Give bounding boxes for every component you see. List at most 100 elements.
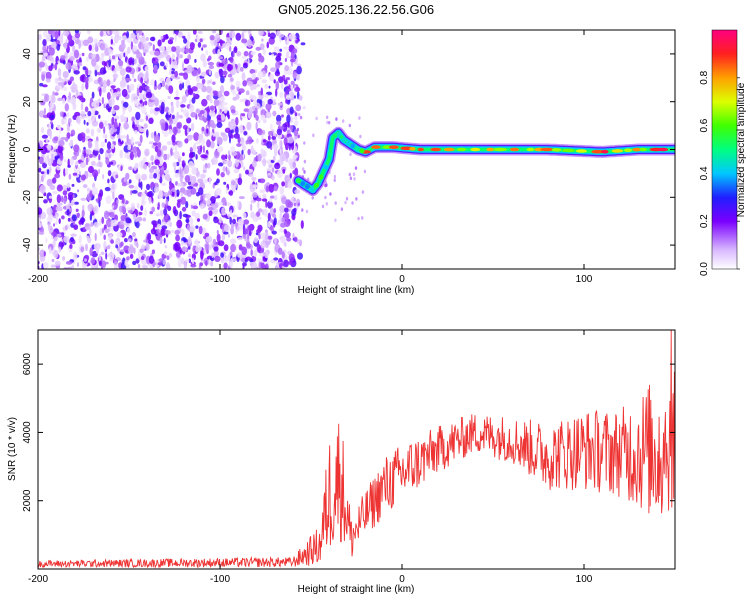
heatmap-noise-point	[56, 165, 61, 171]
heatmap-noise-point	[101, 87, 107, 93]
heatmap-noise-point	[85, 67, 89, 76]
heatmap-noise-point	[361, 216, 364, 220]
heatmap-noise-point	[141, 105, 147, 114]
heatmap-noise-point	[38, 156, 41, 160]
heatmap-noise-point	[273, 208, 277, 214]
colorbar	[712, 30, 737, 269]
heatmap-noise-point	[74, 32, 81, 39]
heatmap-noise-point	[51, 153, 54, 163]
heatmap-noise-point	[102, 80, 108, 89]
heatmap-noise-point	[40, 146, 48, 155]
heatmap-noise-point	[144, 100, 148, 106]
heatmap-noise-point	[286, 50, 290, 59]
heatmap-noise-point	[104, 62, 107, 67]
heatmap-noise-point	[143, 123, 148, 129]
heatmap-noise-point	[229, 56, 234, 63]
heatmap-noise-point	[121, 39, 125, 45]
heatmap-noise-point	[49, 101, 55, 109]
heatmap-noise-point	[148, 255, 154, 264]
heatmap-signal-peak	[624, 148, 632, 152]
heatmap-noise-point	[125, 66, 132, 73]
heatmap-noise-point	[220, 113, 225, 121]
heatmap-noise-point	[340, 207, 344, 211]
heatmap-noise-point	[247, 148, 251, 156]
heatmap-noise-point	[294, 120, 299, 127]
heatmap-noise-point	[92, 169, 99, 178]
heatmap-noise-point	[101, 260, 106, 269]
heatmap-noise-point	[195, 245, 199, 253]
heatmap-signal-band	[292, 126, 675, 197]
heatmap-noise-point	[79, 217, 86, 223]
heatmap-noise-point	[198, 187, 204, 196]
heatmap-noise-point	[303, 159, 307, 164]
heatmap-noise-point	[52, 210, 56, 217]
heatmap-noise-point	[247, 232, 250, 241]
heatmap-noise-point	[51, 95, 56, 104]
heatmap-noise-point	[147, 240, 154, 245]
heatmap-noise-point	[194, 238, 200, 247]
heatmap-noise-point	[138, 72, 144, 78]
heatmap-noise-point	[174, 243, 179, 252]
heatmap-noise-point	[70, 233, 77, 237]
heatmap-noise-point	[213, 99, 220, 107]
heatmap-noise-point	[100, 164, 103, 168]
heatmap-noise-point	[217, 48, 221, 58]
heatmap-noise-point	[202, 213, 208, 220]
heatmap-noise-point	[54, 62, 58, 71]
heatmap-noise-point	[208, 65, 215, 70]
heatmap-noise-point	[243, 50, 249, 57]
heatmap-noise-point	[57, 144, 63, 154]
heatmap-noise-point	[208, 210, 213, 217]
heatmap-noise-point	[261, 38, 264, 42]
heatmap-noise-point	[40, 211, 47, 220]
heatmap-noise-point	[243, 108, 250, 113]
heatmap-noise-point	[98, 40, 105, 44]
heatmap-noise-point	[243, 219, 250, 225]
heatmap-noise-point	[200, 154, 207, 159]
heatmap-noise-point	[262, 49, 267, 55]
heatmap-noise-point	[348, 123, 351, 128]
bottom-y-tick-label: 6000	[22, 353, 33, 376]
heatmap-noise-point	[276, 30, 281, 37]
heatmap-noise-point	[208, 258, 211, 266]
heatmap-noise-point	[272, 110, 277, 117]
heatmap-noise-point	[224, 160, 229, 165]
heatmap-noise-point	[161, 80, 166, 88]
heatmap-noise-point	[237, 237, 243, 241]
heatmap-signal-peak	[323, 164, 329, 170]
heatmap-noise-point	[54, 260, 61, 266]
heatmap-noise-point	[163, 154, 167, 161]
heatmap-noise-point	[181, 228, 185, 237]
heatmap-noise-point	[67, 217, 71, 222]
heatmap-noise-point	[116, 96, 119, 101]
heatmap-noise-point	[287, 180, 293, 189]
heatmap-noise-point	[283, 212, 290, 221]
heatmap-noise-point	[108, 59, 111, 67]
heatmap-noise-point	[224, 224, 230, 233]
heatmap-noise-point	[38, 167, 42, 173]
heatmap-noise-point	[251, 176, 257, 181]
heatmap-noise-point	[195, 141, 201, 145]
heatmap-noise-point	[73, 49, 80, 59]
heatmap-noise-point	[257, 216, 262, 220]
heatmap-noise-point	[125, 217, 131, 224]
heatmap-noise-point	[178, 156, 182, 160]
heatmap-noise-point	[278, 228, 284, 233]
heatmap-noise-point	[246, 242, 251, 249]
heatmap-noise-point	[150, 96, 157, 101]
heatmap-noise-point	[264, 83, 269, 89]
heatmap-noise-point	[167, 39, 174, 45]
heatmap-noise-point	[159, 176, 163, 184]
heatmap-noise-point	[170, 104, 174, 114]
heatmap-noise-point	[135, 217, 138, 223]
heatmap-noise-point	[170, 46, 177, 52]
heatmap-noise-point	[43, 251, 46, 257]
heatmap-noise-point	[216, 114, 223, 121]
heatmap-noise-point	[94, 68, 98, 77]
heatmap-noise-point	[237, 200, 240, 208]
heatmap-noise-point	[276, 128, 283, 136]
heatmap-noise-point	[283, 259, 289, 268]
heatmap-noise-point	[63, 168, 66, 177]
heatmap-noise-point	[50, 183, 53, 188]
heatmap-noise-point	[38, 173, 41, 179]
